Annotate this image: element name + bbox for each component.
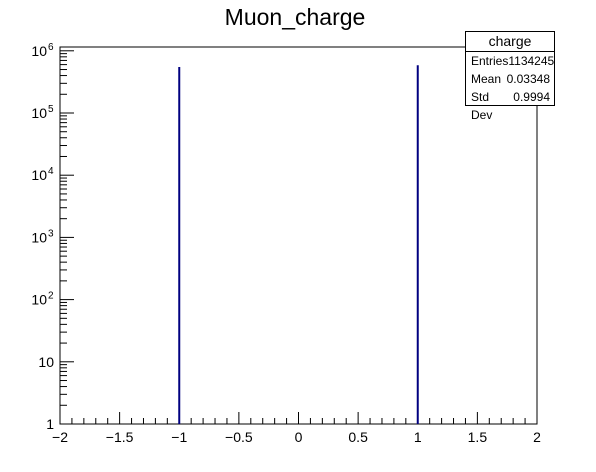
stats-value: 0.03348 <box>506 72 550 86</box>
stats-row-stddev: Std Dev 0.9994 <box>466 88 554 122</box>
stats-row-entries: Entries 1134245 <box>466 52 554 70</box>
y-tick-label: 1 <box>46 416 54 432</box>
chart-title: Muon_charge <box>225 4 366 30</box>
stats-label: Std Dev <box>471 90 493 122</box>
y-tick-label: 10 <box>31 229 47 245</box>
x-tick-label: 1.5 <box>468 429 488 445</box>
histogram-bins <box>178 65 419 424</box>
x-tick-label: 2 <box>533 429 541 445</box>
stats-label: Entries <box>471 54 509 68</box>
stats-value: 0.9994 <box>513 90 550 104</box>
y-tick-label: 10 <box>31 43 47 59</box>
x-tick-label: 1 <box>414 429 422 445</box>
y-tick-exponent: 4 <box>48 166 54 177</box>
stats-box: charge Entries 1134245 Mean 0.03348 Std … <box>465 31 555 122</box>
y-tick-label: 10 <box>31 167 47 183</box>
y-tick-exponent: 5 <box>48 104 54 115</box>
y-tick-exponent: 2 <box>48 291 54 302</box>
x-tick-label: −0.5 <box>225 429 253 445</box>
x-axis: −2 −1.5 −1 −0.5 0 0.5 1 1.5 2 <box>52 412 541 445</box>
x-tick-label: −2 <box>52 429 68 445</box>
stats-row-mean: Mean 0.03348 <box>466 70 554 88</box>
x-tick-label: 0.5 <box>348 429 368 445</box>
stats-value: 1134245 <box>508 54 555 68</box>
y-tick-label: 10 <box>31 292 47 308</box>
x-tick-label: 0 <box>295 429 303 445</box>
stats-label: Mean <box>471 72 502 86</box>
x-tick-label: −1 <box>171 429 187 445</box>
y-tick-exponent: 3 <box>48 228 54 239</box>
stats-title: charge <box>466 32 554 52</box>
y-tick-label: 10 <box>31 105 47 121</box>
y-tick-exponent: 6 <box>48 42 54 53</box>
y-tick-label: 10 <box>38 354 54 370</box>
x-tick-label: −1.5 <box>106 429 134 445</box>
